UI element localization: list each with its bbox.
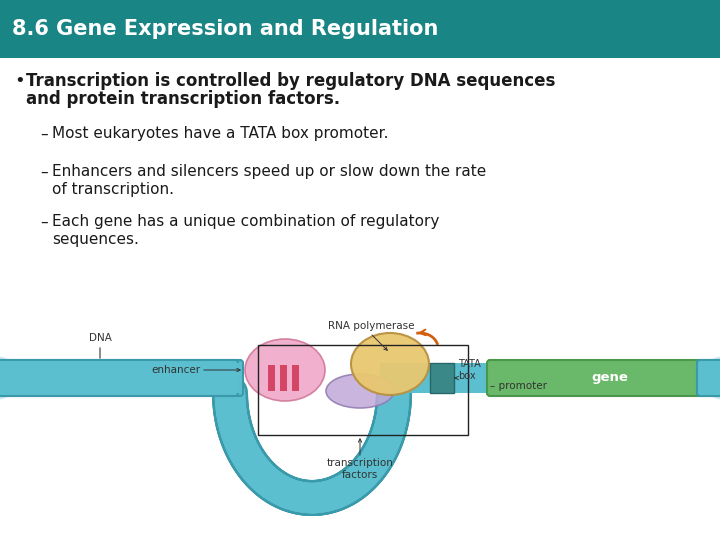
Text: –: – <box>40 214 48 230</box>
Text: and protein transcription factors.: and protein transcription factors. <box>26 90 340 109</box>
Text: Most eukaryotes have a TATA box promoter.: Most eukaryotes have a TATA box promoter… <box>52 126 389 141</box>
Bar <box>292 365 299 391</box>
Text: –: – <box>40 164 48 179</box>
FancyBboxPatch shape <box>697 360 720 396</box>
Ellipse shape <box>700 356 720 400</box>
Text: –: – <box>40 126 48 141</box>
Bar <box>227 363 239 393</box>
Text: sequences.: sequences. <box>52 232 139 247</box>
Text: Transcription is controlled by regulatory DNA sequences: Transcription is controlled by regulator… <box>26 72 555 90</box>
Text: 8.6 Gene Expression and Regulation: 8.6 Gene Expression and Regulation <box>12 19 438 39</box>
Text: enhancer: enhancer <box>151 365 200 375</box>
Bar <box>388 363 400 393</box>
Text: of transcription.: of transcription. <box>52 183 174 197</box>
Bar <box>380 363 495 393</box>
Text: Enhancers and silencers speed up or slow down the rate: Enhancers and silencers speed up or slow… <box>52 164 486 179</box>
Ellipse shape <box>245 339 325 401</box>
Bar <box>0 0 720 58</box>
FancyBboxPatch shape <box>0 360 238 396</box>
Bar <box>430 363 454 393</box>
Ellipse shape <box>351 333 429 395</box>
Text: •: • <box>14 72 24 90</box>
Text: gene: gene <box>592 372 629 384</box>
Text: – promoter: – promoter <box>490 381 547 391</box>
Text: transcription
factors: transcription factors <box>327 458 393 481</box>
Text: DNA: DNA <box>89 333 112 343</box>
Bar <box>268 365 274 391</box>
Ellipse shape <box>0 356 20 400</box>
FancyBboxPatch shape <box>487 360 720 396</box>
Text: RNA polymerase: RNA polymerase <box>328 321 415 331</box>
FancyBboxPatch shape <box>0 360 243 396</box>
Text: TATA
box: TATA box <box>458 359 481 381</box>
Bar <box>279 365 287 391</box>
Bar <box>0 58 720 540</box>
Ellipse shape <box>326 374 394 408</box>
Text: Each gene has a unique combination of regulatory: Each gene has a unique combination of re… <box>52 214 439 230</box>
Bar <box>258 345 468 435</box>
